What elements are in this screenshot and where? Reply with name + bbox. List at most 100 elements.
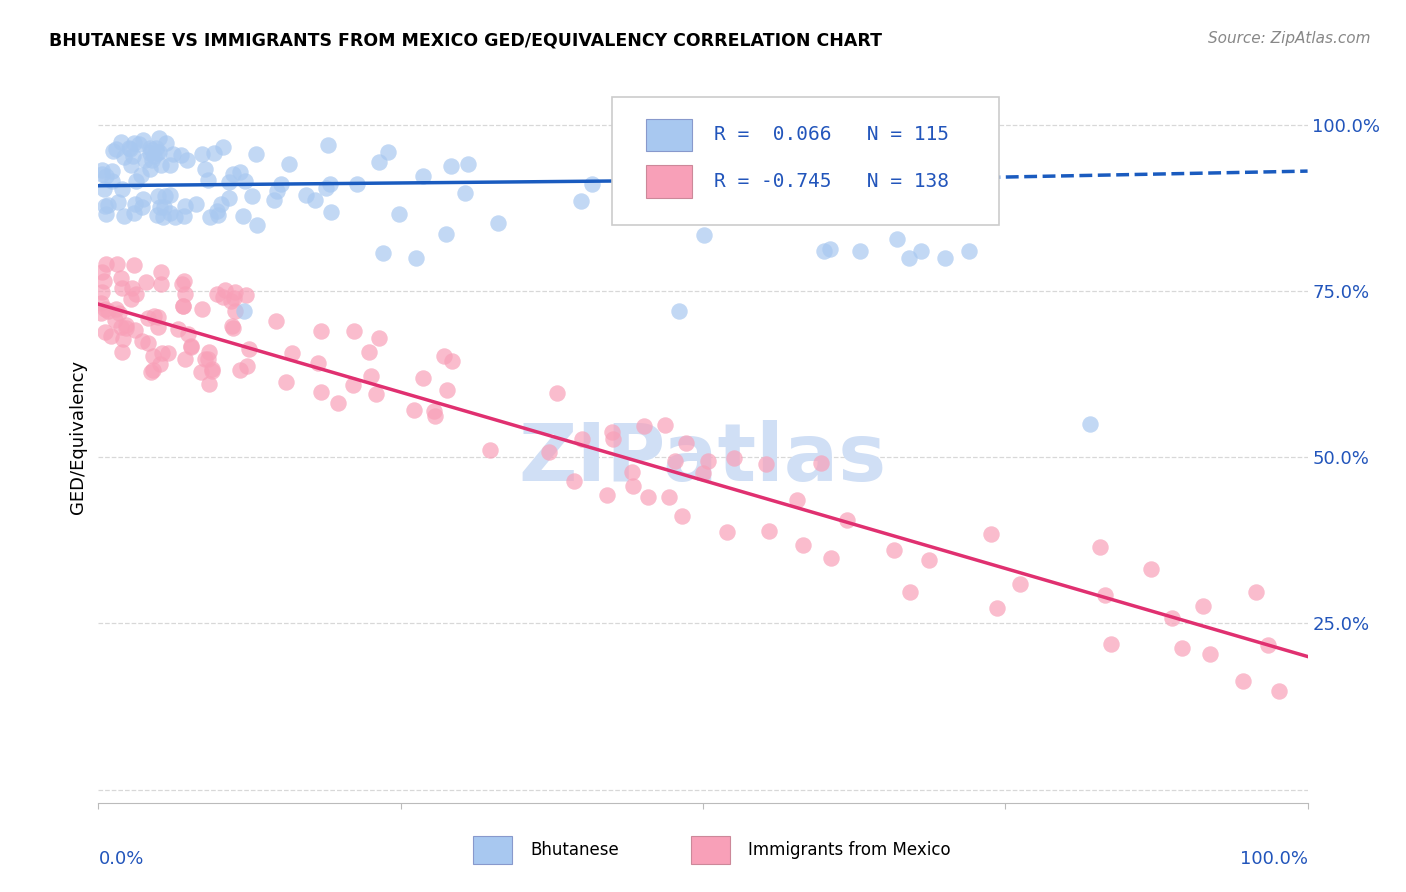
Point (125, 286, 148, 301)
Point (621, 479, 644, 493)
Text: R =  0.066   N = 115: R = 0.066 N = 115 (714, 126, 949, 145)
Point (145, 145, 167, 160)
Point (184, 197, 207, 211)
Point (246, 218, 269, 232)
Point (240, 189, 263, 203)
Point (148, 319, 170, 334)
Text: ZIPatlas: ZIPatlas (519, 420, 887, 498)
FancyBboxPatch shape (613, 97, 1000, 225)
Point (115, 321, 138, 335)
Point (149, 200, 172, 214)
Point (131, 200, 153, 214)
Point (1078, 417, 1101, 431)
Point (716, 525, 738, 540)
Point (97, 197, 120, 211)
Point (118, 142, 141, 156)
Point (813, 244, 835, 258)
Point (148, 310, 170, 325)
Point (758, 524, 780, 538)
Point (277, 156, 299, 170)
Point (412, 371, 434, 385)
Point (172, 277, 194, 291)
FancyBboxPatch shape (474, 837, 512, 864)
Point (122, 149, 145, 163)
Point (173, 274, 195, 288)
Point (412, 169, 434, 183)
Point (886, 232, 908, 246)
Point (368, 331, 391, 345)
FancyBboxPatch shape (647, 119, 692, 152)
Point (359, 344, 381, 359)
Point (1232, 674, 1254, 689)
Point (176, 153, 198, 167)
Point (145, 208, 167, 222)
Point (162, 146, 184, 161)
Point (596, 488, 619, 502)
Point (112, 150, 135, 164)
Point (121, 281, 143, 295)
Point (1268, 684, 1291, 698)
Point (139, 161, 162, 176)
Point (114, 318, 136, 333)
Point (104, 302, 127, 317)
Point (266, 184, 288, 198)
Point (101, 145, 124, 159)
Point (745, 178, 768, 192)
Point (602, 432, 624, 446)
Point (136, 311, 159, 326)
Point (221, 294, 243, 309)
Point (433, 349, 456, 363)
Point (120, 158, 142, 172)
Point (346, 177, 368, 191)
Point (159, 158, 181, 172)
Point (786, 493, 808, 508)
Point (207, 208, 229, 222)
Point (755, 457, 778, 471)
Point (139, 141, 162, 155)
Point (118, 141, 141, 155)
Point (122, 136, 145, 150)
FancyBboxPatch shape (647, 165, 692, 197)
Point (91, 285, 114, 299)
Point (90, 306, 112, 320)
Text: BHUTANESE VS IMMIGRANTS FROM MEXICO GED/EQUIVALENCY CORRELATION CHART: BHUTANESE VS IMMIGRANTS FROM MEXICO GED/… (49, 31, 882, 49)
Point (343, 324, 366, 338)
Point (141, 143, 163, 157)
Point (1008, 577, 1031, 591)
Point (658, 490, 681, 504)
Point (980, 527, 1002, 541)
Point (111, 182, 134, 196)
Point (1140, 562, 1163, 576)
Point (422, 404, 444, 418)
Point (141, 153, 163, 168)
Point (112, 209, 135, 223)
Point (364, 387, 387, 401)
Point (94, 207, 117, 221)
Point (441, 353, 464, 368)
Point (373, 245, 395, 260)
Point (245, 147, 267, 161)
Point (1094, 588, 1116, 602)
Point (360, 368, 382, 383)
Point (723, 450, 745, 465)
Point (221, 168, 243, 182)
Text: R = -0.745   N = 138: R = -0.745 N = 138 (714, 171, 949, 191)
Point (122, 258, 145, 272)
Point (295, 188, 318, 202)
Point (159, 188, 181, 202)
Point (233, 174, 256, 188)
Point (1192, 599, 1215, 614)
Point (110, 270, 132, 285)
Point (810, 456, 832, 470)
Point (146, 188, 169, 202)
Point (342, 378, 364, 392)
Point (142, 349, 165, 363)
Point (93, 301, 115, 316)
Point (1160, 611, 1182, 625)
Point (693, 227, 716, 242)
Point (457, 157, 479, 171)
Text: 100.0%: 100.0% (1240, 850, 1308, 868)
Point (124, 197, 146, 211)
Point (562, 475, 585, 489)
Point (94, 325, 117, 339)
